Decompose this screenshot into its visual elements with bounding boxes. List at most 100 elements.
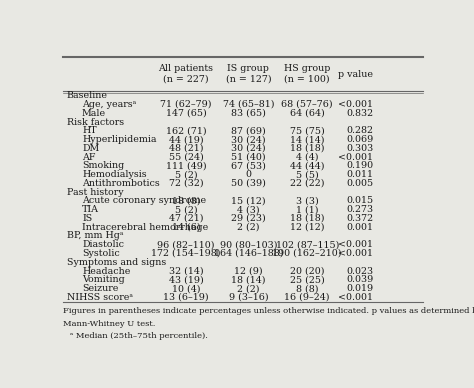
Text: 147 (65): 147 (65) xyxy=(165,109,206,118)
Text: 0.001: 0.001 xyxy=(346,223,374,232)
Text: Systolic: Systolic xyxy=(82,249,120,258)
Text: <0.001: <0.001 xyxy=(338,249,374,258)
Text: Past history: Past history xyxy=(66,188,123,197)
Text: 83 (65): 83 (65) xyxy=(231,109,266,118)
Text: 5 (5): 5 (5) xyxy=(296,170,319,179)
Text: 0.023: 0.023 xyxy=(346,267,374,275)
Text: Hyperlipidemia: Hyperlipidemia xyxy=(82,135,156,144)
Text: 0.005: 0.005 xyxy=(346,179,374,188)
Text: 9 (3–16): 9 (3–16) xyxy=(228,293,268,302)
Text: 1 (1): 1 (1) xyxy=(296,205,319,214)
Text: 0.303: 0.303 xyxy=(346,144,374,153)
Text: 4 (4): 4 (4) xyxy=(296,152,319,161)
Text: 71 (62–79): 71 (62–79) xyxy=(160,100,212,109)
Text: 102 (87–115): 102 (87–115) xyxy=(275,240,339,249)
Text: 0: 0 xyxy=(246,170,251,179)
Text: TIA: TIA xyxy=(82,205,99,214)
Text: 50 (39): 50 (39) xyxy=(231,179,266,188)
Text: 10 (4): 10 (4) xyxy=(172,284,200,293)
Text: 74 (65–81): 74 (65–81) xyxy=(223,100,274,109)
Text: 12 (9): 12 (9) xyxy=(234,267,263,275)
Text: 18 (18): 18 (18) xyxy=(290,144,325,153)
Text: HT: HT xyxy=(82,126,97,135)
Text: p value: p value xyxy=(338,70,374,79)
Text: 16 (9–24): 16 (9–24) xyxy=(284,293,330,302)
Text: 44 (44): 44 (44) xyxy=(290,161,325,170)
Text: Mann-Whitney U test.: Mann-Whitney U test. xyxy=(63,320,155,327)
Text: 0.011: 0.011 xyxy=(346,170,374,179)
Text: <0.001: <0.001 xyxy=(338,240,374,249)
Text: 14 (6): 14 (6) xyxy=(172,223,201,232)
Text: 13 (6–19): 13 (6–19) xyxy=(163,293,209,302)
Text: 5 (2): 5 (2) xyxy=(175,170,197,179)
Text: 68 (57–76): 68 (57–76) xyxy=(282,100,333,109)
Text: Antithrombotics: Antithrombotics xyxy=(82,179,160,188)
Text: 55 (24): 55 (24) xyxy=(169,152,203,161)
Text: Seizure: Seizure xyxy=(82,284,118,293)
Text: 111 (49): 111 (49) xyxy=(166,161,206,170)
Text: BP, mm Hgᵃ: BP, mm Hgᵃ xyxy=(66,232,123,241)
Text: <0.001: <0.001 xyxy=(338,293,374,302)
Text: 15 (12): 15 (12) xyxy=(231,196,266,205)
Text: 29 (23): 29 (23) xyxy=(231,214,266,223)
Text: 30 (24): 30 (24) xyxy=(231,144,266,153)
Text: 75 (75): 75 (75) xyxy=(290,126,325,135)
Text: Hemodialysis: Hemodialysis xyxy=(82,170,146,179)
Text: Vomiting: Vomiting xyxy=(82,275,125,284)
Text: 87 (69): 87 (69) xyxy=(231,126,266,135)
Text: 12 (12): 12 (12) xyxy=(290,223,325,232)
Text: 30 (24): 30 (24) xyxy=(231,135,266,144)
Text: IS group
(n = 127): IS group (n = 127) xyxy=(226,64,271,84)
Text: 18 (8): 18 (8) xyxy=(172,196,200,205)
Text: 0.832: 0.832 xyxy=(346,109,374,118)
Text: Diastolic: Diastolic xyxy=(82,240,124,249)
Text: 5 (2): 5 (2) xyxy=(175,205,197,214)
Text: 64 (64): 64 (64) xyxy=(290,109,325,118)
Text: DM: DM xyxy=(82,144,99,153)
Text: ᵃ Median (25th–75th percentile).: ᵃ Median (25th–75th percentile). xyxy=(70,332,208,340)
Text: Acute coronary syndrome: Acute coronary syndrome xyxy=(82,196,206,205)
Text: Symptoms and signs: Symptoms and signs xyxy=(66,258,166,267)
Text: 18 (14): 18 (14) xyxy=(231,275,266,284)
Text: 0.019: 0.019 xyxy=(346,284,374,293)
Text: Headache: Headache xyxy=(82,267,130,275)
Text: 20 (20): 20 (20) xyxy=(290,267,325,275)
Text: 0.039: 0.039 xyxy=(346,275,374,284)
Text: 2 (2): 2 (2) xyxy=(237,223,260,232)
Text: 14 (14): 14 (14) xyxy=(290,135,325,144)
Text: 162 (71): 162 (71) xyxy=(166,126,206,135)
Text: 164 (146–188): 164 (146–188) xyxy=(214,249,283,258)
Text: IS: IS xyxy=(82,214,92,223)
Text: All patients
(n = 227): All patients (n = 227) xyxy=(158,64,213,84)
Text: HS group
(n = 100): HS group (n = 100) xyxy=(284,64,330,84)
Text: 0.282: 0.282 xyxy=(346,126,374,135)
Text: 0.069: 0.069 xyxy=(346,135,374,144)
Text: 0.190: 0.190 xyxy=(346,161,374,170)
Text: 51 (40): 51 (40) xyxy=(231,152,266,161)
Text: 44 (19): 44 (19) xyxy=(169,135,203,144)
Text: 72 (32): 72 (32) xyxy=(169,179,203,188)
Text: Risk factors: Risk factors xyxy=(66,118,124,126)
Text: 22 (22): 22 (22) xyxy=(290,179,325,188)
Text: 0.372: 0.372 xyxy=(346,214,374,223)
Text: 90 (80–103): 90 (80–103) xyxy=(219,240,277,249)
Text: <0.001: <0.001 xyxy=(338,152,374,161)
Text: 4 (3): 4 (3) xyxy=(237,205,260,214)
Text: 0.273: 0.273 xyxy=(346,205,374,214)
Text: 32 (14): 32 (14) xyxy=(169,267,203,275)
Text: 8 (8): 8 (8) xyxy=(296,284,319,293)
Text: Intracerebral hemorrhage: Intracerebral hemorrhage xyxy=(82,223,208,232)
Text: AF: AF xyxy=(82,152,96,161)
Text: Baseline: Baseline xyxy=(66,91,108,100)
Text: 18 (18): 18 (18) xyxy=(290,214,325,223)
Text: <0.001: <0.001 xyxy=(338,100,374,109)
Text: Male: Male xyxy=(82,109,106,118)
Text: 25 (25): 25 (25) xyxy=(290,275,325,284)
Text: Smoking: Smoking xyxy=(82,161,124,170)
Text: 43 (19): 43 (19) xyxy=(169,275,203,284)
Text: 2 (2): 2 (2) xyxy=(237,284,260,293)
Text: NIHSS scoreᵃ: NIHSS scoreᵃ xyxy=(66,293,133,302)
Text: 47 (21): 47 (21) xyxy=(169,214,203,223)
Text: 3 (3): 3 (3) xyxy=(296,196,319,205)
Text: 48 (21): 48 (21) xyxy=(169,144,203,153)
